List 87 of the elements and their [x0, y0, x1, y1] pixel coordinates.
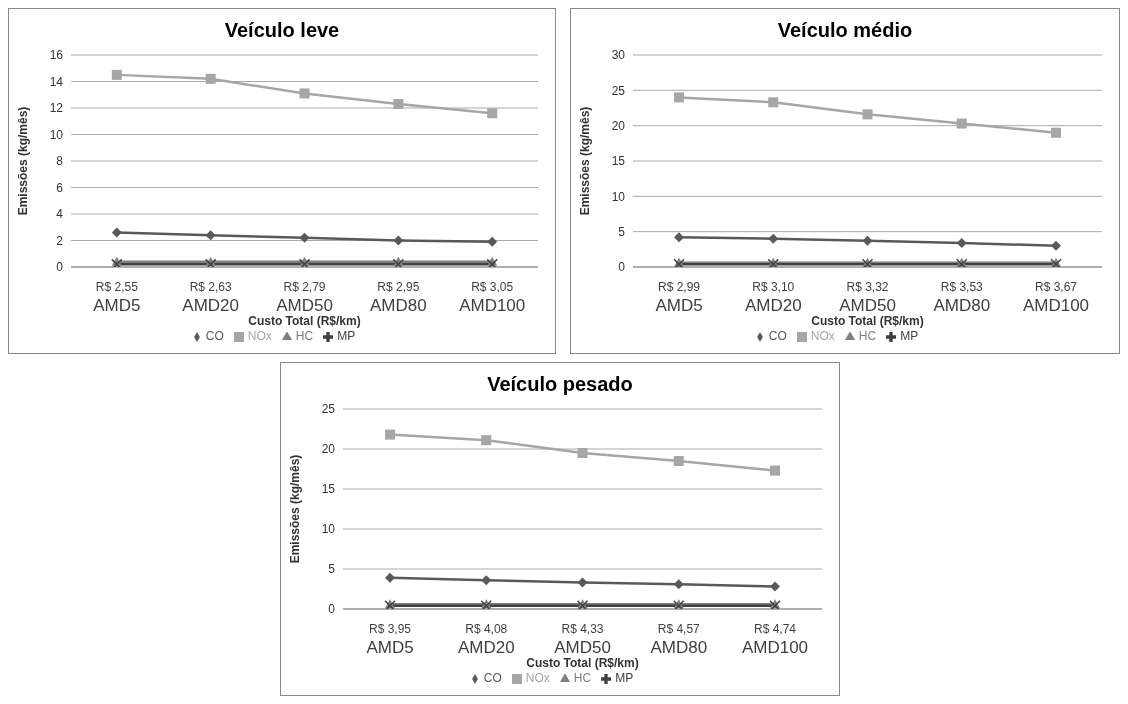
y-tick-label: 6: [56, 180, 64, 195]
x-tick-label: R$ 2,79 AMD50: [276, 280, 333, 315]
x-tick-label: R$ 3,32 AMD50: [839, 280, 896, 315]
y-tick-label: 10: [611, 189, 626, 204]
y-tick-label: 30: [611, 48, 626, 63]
x-tick-label: R$ 4,57 AMD80: [650, 622, 708, 657]
point: [481, 575, 492, 586]
legend-label: MP: [337, 329, 356, 343]
point: [111, 69, 122, 80]
point: [577, 448, 588, 458]
x-axis-title: Custo Total (R$/km): [248, 314, 361, 328]
legend-label: NOx: [247, 329, 272, 343]
point: [862, 235, 873, 246]
y-tick-label: 12: [49, 101, 64, 116]
legend-label: NOx: [525, 671, 550, 685]
y-tick-label: 25: [321, 402, 336, 417]
x-tick-label: R$ 2,63 AMD20: [182, 280, 239, 315]
point: [862, 109, 873, 120]
chart-title: Veículo médio: [776, 18, 914, 43]
y-tick-label: 8: [56, 154, 64, 169]
x-axis-title: Custo Total (R$/km): [811, 314, 924, 328]
point: [673, 456, 684, 466]
x-tick-label: R$ 4,33 AMD50: [554, 622, 611, 657]
legend-label: CO: [768, 329, 787, 343]
point: [385, 572, 395, 583]
legend-label: HC: [858, 329, 877, 343]
y-tick-label: 15: [321, 482, 336, 497]
y-tick-label: 10: [321, 522, 336, 537]
x-tick-label: R$ 2,95 AMD80: [370, 280, 427, 315]
x-axis-title: Custo Total (R$/km): [526, 656, 639, 670]
y-tick-label: 0: [618, 260, 626, 275]
legend-label: MP: [900, 329, 919, 343]
point: [674, 92, 684, 103]
y-tick-label: 10: [49, 127, 64, 142]
y-tick-label: 15: [611, 154, 626, 169]
point: [768, 97, 779, 108]
point: [768, 233, 779, 244]
x-tick-label: R$ 4,08 AMD20: [457, 622, 515, 657]
y-tick-label: 5: [328, 562, 336, 577]
point: [205, 230, 216, 241]
point: [205, 73, 216, 84]
y-tick-label: 2: [56, 233, 64, 248]
point: [385, 429, 395, 440]
point: [770, 581, 780, 592]
y-axis-title: Emissões (kg/mês): [16, 106, 31, 216]
y-tick-label: 0: [328, 602, 336, 617]
x-tick-label: R$ 3,53 AMD80: [933, 280, 991, 315]
chart-title: Veículo leve: [223, 18, 341, 43]
y-axis-title: Emissões (kg/mês): [578, 106, 593, 216]
y-tick-label: 5: [618, 224, 626, 239]
x-tick-label: R$ 4,74 AMD100: [741, 622, 809, 657]
point: [299, 232, 310, 243]
x-tick-label: R$ 3,05 AMD100: [459, 280, 526, 315]
legend-label: MP: [615, 671, 634, 685]
x-tick-label: R$ 2,99 AMD5: [655, 280, 703, 315]
y-tick-label: 25: [611, 83, 626, 98]
point: [393, 99, 404, 110]
legend-label: HC: [295, 329, 314, 343]
point: [299, 88, 310, 99]
legend-label: CO: [205, 329, 224, 343]
y-tick-label: 14: [49, 74, 64, 89]
legend-label: CO: [483, 671, 502, 685]
point: [111, 227, 122, 238]
legend-label: HC: [573, 671, 592, 685]
y-tick-label: 20: [611, 118, 626, 133]
point: [1051, 127, 1061, 138]
point: [577, 577, 588, 588]
chart-title: Veículo pesado: [486, 372, 634, 397]
x-tick-label: R$ 2,55 AMD5: [93, 280, 141, 315]
x-tick-label: R$ 3,67 AMD100: [1022, 280, 1090, 315]
x-tick-label: R$ 3,95 AMD5: [366, 622, 414, 657]
point: [770, 465, 780, 476]
point: [481, 435, 492, 446]
y-tick-label: 20: [321, 442, 336, 457]
point: [956, 118, 967, 129]
point: [487, 108, 498, 119]
point: [393, 235, 404, 246]
x-tick-label: R$ 3,10 AMD20: [744, 280, 802, 315]
legend-label: NOx: [810, 329, 835, 343]
point: [673, 579, 684, 590]
point: [1051, 240, 1061, 251]
y-tick-label: 0: [56, 260, 64, 275]
y-tick-label: 4: [56, 207, 64, 222]
y-axis-title: Emissões (kg/mês): [288, 454, 303, 564]
point: [674, 232, 684, 243]
point: [487, 236, 498, 247]
y-tick-label: 16: [49, 48, 64, 63]
